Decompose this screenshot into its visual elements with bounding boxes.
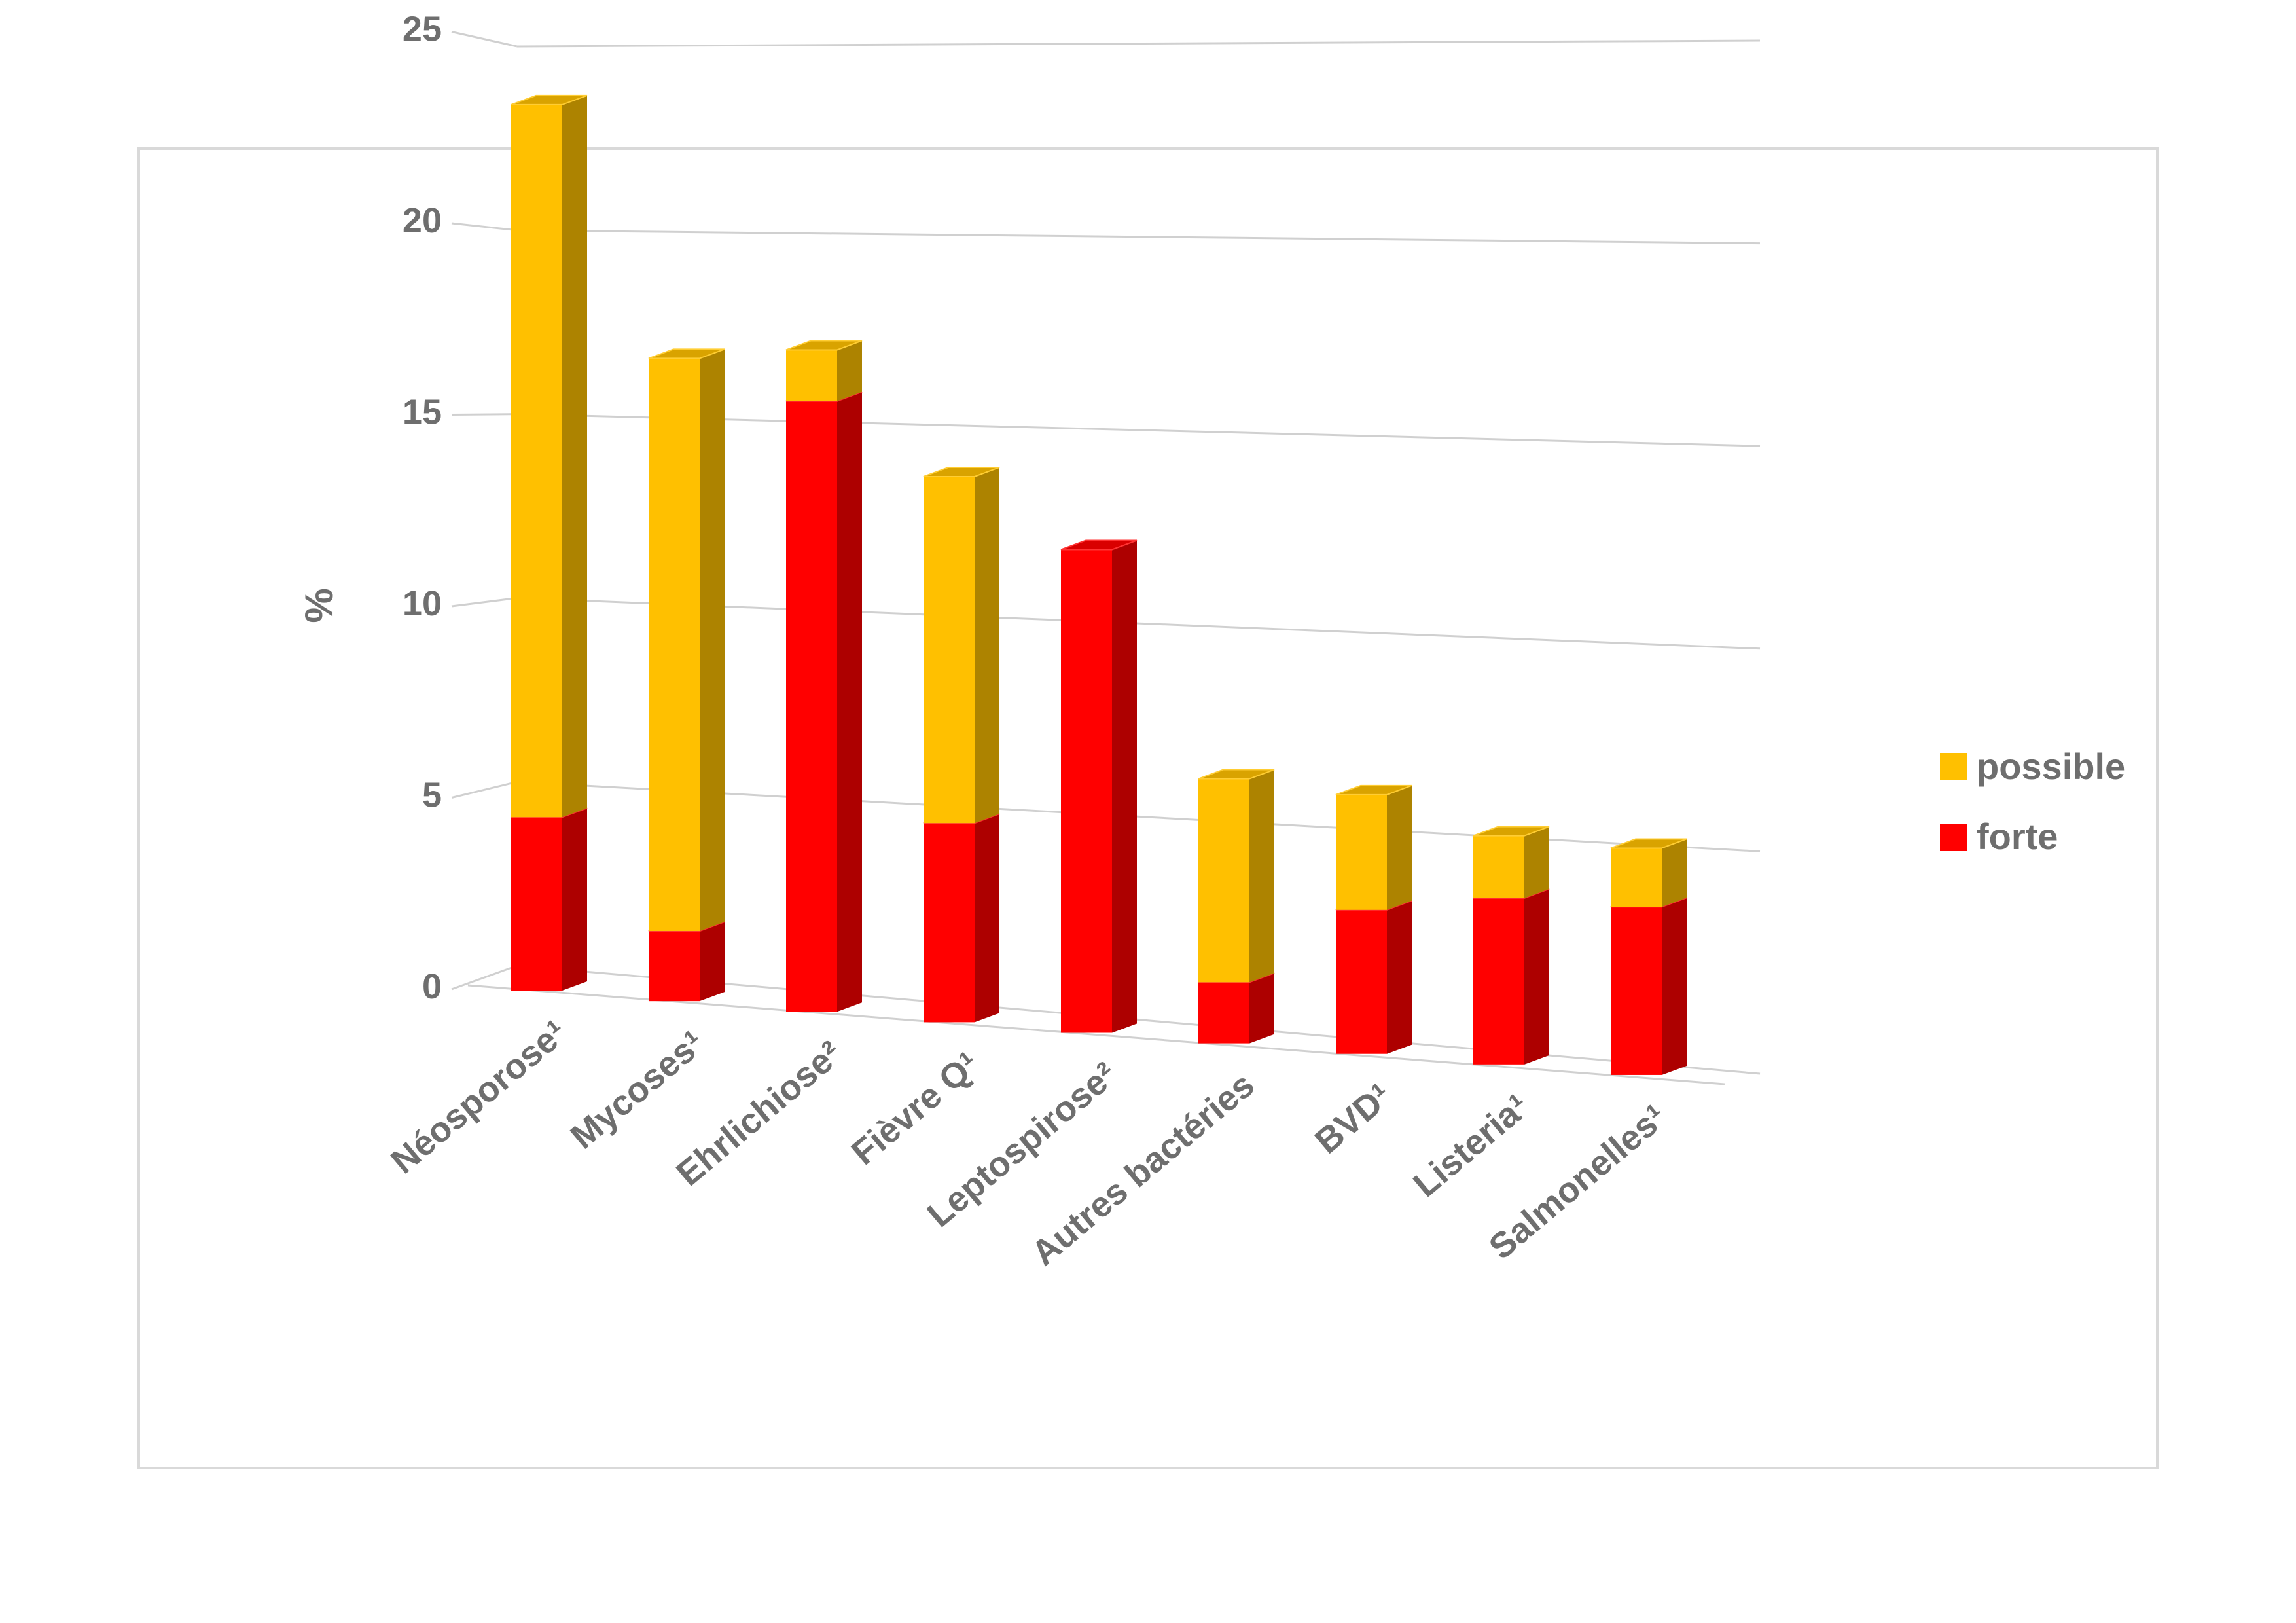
gridline-side (451, 596, 518, 608)
bar-forte (1611, 907, 1662, 1075)
legend: possible forte (1940, 746, 2125, 857)
bar-side-forte (1662, 898, 1687, 1075)
legend-label-forte: forte (1977, 816, 2058, 857)
bar-stack (1060, 539, 1138, 1033)
bar-stack (511, 94, 588, 991)
bar-forte (649, 931, 700, 1002)
bar-top-possible (648, 348, 725, 359)
bar-side-forte (837, 392, 862, 1012)
bar-stack (1335, 784, 1412, 1054)
y-tick-label: 20 (403, 201, 442, 240)
bar-side-forte (1524, 888, 1549, 1065)
bar-stack (785, 340, 863, 1012)
y-axis-title: % (297, 588, 341, 623)
legend-label-possible: possible (1977, 746, 2125, 787)
gridline-side (451, 413, 518, 416)
bar-top-possible (923, 466, 1000, 477)
bar-stack (648, 348, 725, 1002)
gridline-side (451, 222, 518, 232)
bar-possible (1198, 778, 1249, 983)
y-tick-label: 15 (403, 393, 442, 432)
y-tick-label: 10 (403, 584, 442, 623)
bar-top-possible (511, 94, 588, 105)
gridline-side (451, 31, 518, 48)
bar-top-forte (1060, 539, 1138, 551)
legend-swatch-forte (1940, 824, 1967, 851)
bar-forte (1473, 898, 1524, 1065)
bar-side-possible (975, 467, 999, 824)
bar-top-possible (1335, 784, 1412, 795)
gridline-side (451, 964, 518, 991)
bar-possible (924, 476, 975, 824)
bar-side-forte (700, 922, 725, 1002)
bar-side-forte (975, 814, 999, 1023)
bar-stack (1473, 826, 1550, 1065)
y-tick-label: 5 (422, 776, 442, 815)
gridline-side (451, 780, 518, 799)
bar-side-possible (562, 95, 587, 818)
bar-forte (1336, 909, 1387, 1054)
bar-side-possible (1249, 769, 1274, 983)
bar-side-forte (1249, 973, 1274, 1044)
bar-side-possible (700, 349, 725, 932)
bar-top-possible (1198, 769, 1275, 780)
gridline (516, 229, 1761, 245)
bar-forte (1061, 549, 1112, 1033)
gridline (516, 39, 1761, 48)
bar-side-possible (1387, 785, 1412, 910)
bar-possible (1473, 835, 1524, 898)
bar-forte (786, 401, 837, 1012)
bar-possible (1611, 848, 1662, 907)
bar-top-possible (1473, 826, 1550, 837)
legend-swatch-possible (1940, 753, 1967, 780)
bar-possible (511, 104, 562, 818)
legend-item-forte: forte (1940, 816, 2058, 857)
bar-forte (1198, 982, 1249, 1044)
bar-side-possible (837, 340, 862, 401)
bar-top-possible (785, 340, 863, 351)
bar-possible (649, 358, 700, 932)
bar-forte (511, 817, 562, 991)
bar-side-forte (562, 808, 587, 991)
y-tick-label: 0 (422, 967, 442, 1006)
bar-stack (1198, 769, 1275, 1044)
chart-frame (137, 147, 2159, 1469)
bar-side-possible (1524, 826, 1549, 898)
y-tick-label: 25 (403, 10, 442, 49)
bar-side-forte (1112, 540, 1137, 1033)
floor-edge (467, 984, 1725, 1085)
legend-item-possible: possible (1940, 746, 2125, 787)
bar-stack (1610, 838, 1687, 1075)
bar-stack (923, 466, 1000, 1023)
bar-side-possible (1662, 839, 1687, 907)
bar-possible (1336, 794, 1387, 910)
bar-top-possible (1610, 838, 1687, 849)
bars (511, 94, 1687, 1075)
bar-forte (924, 823, 975, 1023)
bar-possible (786, 350, 837, 401)
bar-side-forte (1387, 900, 1412, 1054)
y-axis-ticks: 0 5 10 15 20 25 (403, 10, 442, 1007)
